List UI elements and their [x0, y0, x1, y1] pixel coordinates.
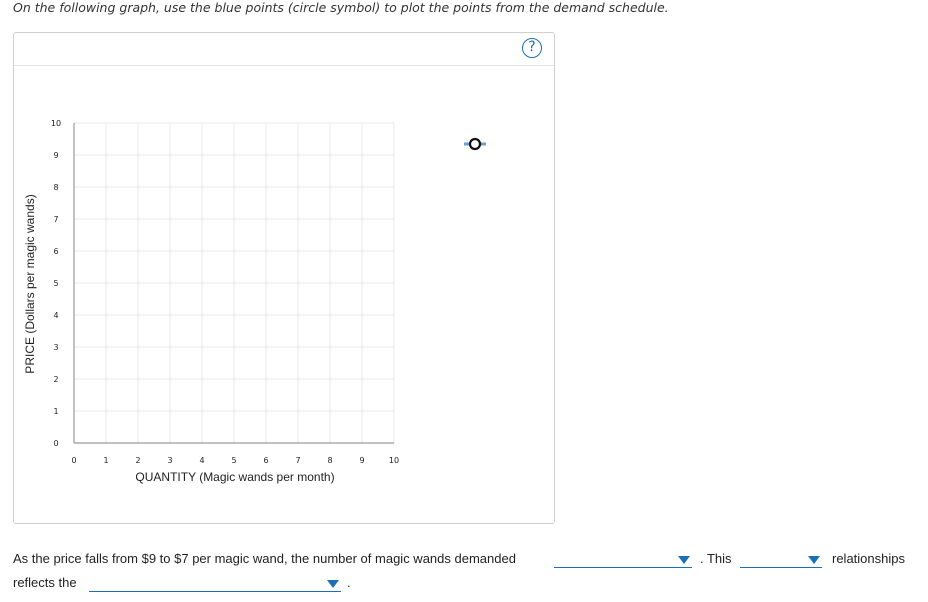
x-axis-title: QUANTITY (Magic wands per month) [135, 470, 334, 484]
y-tick-label: 0 [53, 439, 58, 448]
dropdown-law[interactable] [89, 575, 341, 592]
y-tick-label: 3 [53, 343, 58, 352]
y-tick-label: 7 [53, 215, 58, 224]
x-tick-label: 4 [199, 456, 204, 465]
x-tick-label: 7 [295, 456, 300, 465]
y-tick-label: 1 [53, 407, 58, 416]
y-tick-label: 2 [53, 375, 58, 384]
x-tick-label: 9 [359, 456, 364, 465]
x-tick-label: 0 [71, 456, 76, 465]
x-tick-label: 10 [389, 456, 399, 465]
x-tick-label: 2 [135, 456, 140, 465]
y-tick-label: 4 [53, 311, 58, 320]
x-tick-label: 5 [231, 456, 236, 465]
y-tick-label: 5 [53, 279, 58, 288]
question-part4: reflects the [13, 575, 77, 590]
dropdown-quantity-demanded[interactable] [554, 551, 692, 568]
instruction-text: On the following graph, use the blue poi… [13, 0, 669, 15]
graph-panel: ? 0 1 2 3 4 5 6 7 8 9 10 0 1 2 3 4 5 6 7 8 9 10 QUANTITY (Ma… [13, 32, 555, 524]
question-part5: . [347, 575, 351, 590]
panel-header: ? [14, 33, 554, 66]
question-part2: . This [700, 551, 732, 566]
x-tick-label: 1 [103, 456, 108, 465]
dropdown-arrow-icon [678, 556, 690, 564]
y-tick-label: 10 [51, 119, 61, 128]
blue-point-circle-icon[interactable] [464, 137, 486, 151]
help-button[interactable]: ? [522, 38, 542, 58]
dropdown-arrow-icon [327, 580, 339, 588]
question-part1: As the price falls from $9 to $7 per mag… [13, 551, 516, 566]
x-tick-label: 6 [263, 456, 268, 465]
y-tick-label: 6 [53, 247, 58, 256]
y-tick-label: 8 [53, 183, 58, 192]
grid [73, 122, 395, 444]
y-tick-label: 9 [53, 151, 58, 160]
x-tick-label: 8 [327, 456, 332, 465]
y-axis-ticks: 0 1 2 3 4 5 6 7 8 9 10 [51, 119, 61, 448]
x-axis-ticks: 0 1 2 3 4 5 6 7 8 9 10 [71, 456, 399, 465]
x-tick-label: 3 [167, 456, 172, 465]
graph-area[interactable]: 0 1 2 3 4 5 6 7 8 9 10 0 1 2 3 4 5 6 7 8 9 10 QUANTITY (Magi… [14, 33, 554, 523]
question-part3: relationships [832, 551, 905, 566]
dropdown-arrow-icon [808, 556, 820, 564]
y-axis-title: PRICE (Dollars per magic wands) [23, 194, 37, 373]
dropdown-relationship[interactable] [740, 551, 822, 568]
